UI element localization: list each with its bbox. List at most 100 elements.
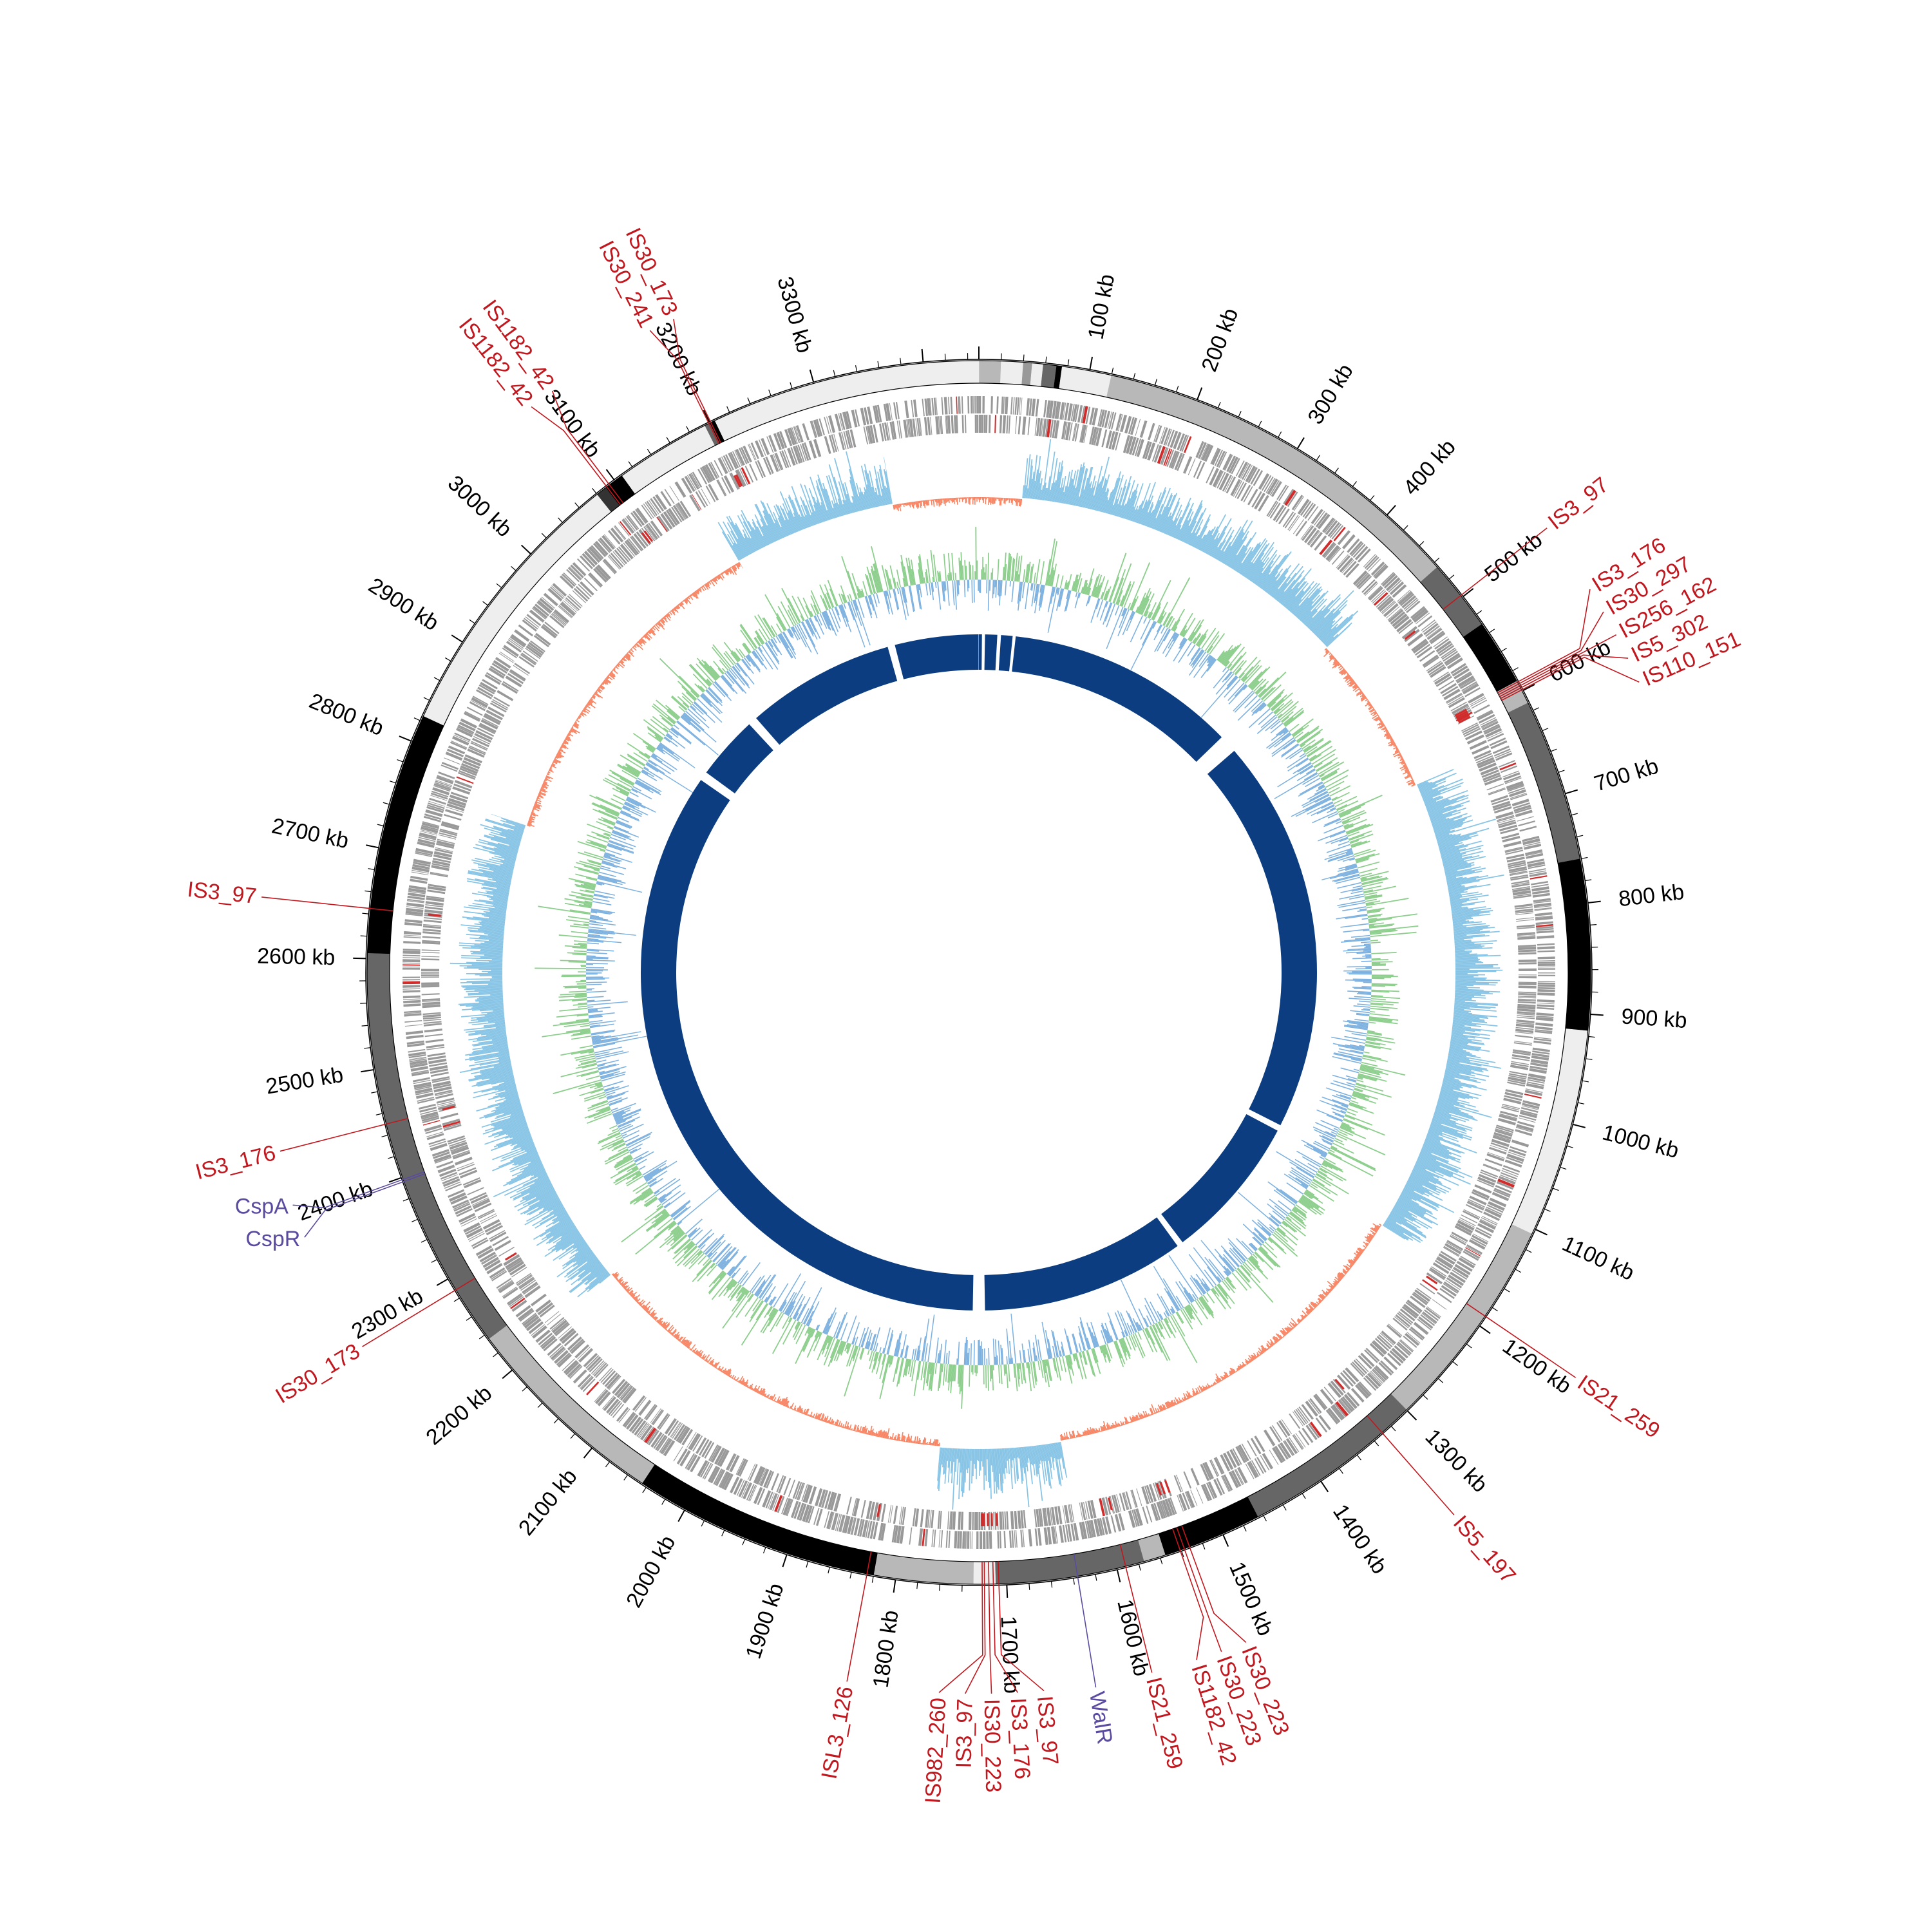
gc-skew-bar bbox=[986, 497, 987, 500]
gene-feature bbox=[1363, 1377, 1377, 1391]
gene-feature bbox=[1483, 1163, 1501, 1171]
gene-feature bbox=[1082, 406, 1088, 424]
minor-tick bbox=[1577, 835, 1584, 837]
gene-feature bbox=[460, 1216, 477, 1225]
gene-feature bbox=[531, 607, 546, 620]
minor-tick bbox=[1243, 1525, 1247, 1532]
gene-feature bbox=[428, 802, 445, 810]
gene-feature bbox=[718, 1471, 728, 1488]
gene-feature bbox=[997, 1531, 999, 1549]
gene-feature bbox=[1501, 765, 1518, 773]
gene-feature bbox=[464, 710, 481, 720]
gene-feature bbox=[536, 601, 551, 614]
gene-feature bbox=[674, 481, 687, 498]
gene-feature bbox=[1537, 992, 1555, 996]
gc-skew-bar bbox=[981, 497, 983, 500]
gene-feature bbox=[1370, 589, 1385, 603]
gene-feature bbox=[707, 1465, 718, 1482]
gene-feature bbox=[1333, 527, 1346, 542]
gene-feature bbox=[749, 1485, 757, 1502]
gene-feature bbox=[540, 1334, 554, 1348]
gene-feature bbox=[1179, 434, 1188, 451]
major-tick bbox=[1463, 588, 1474, 597]
gene-feature bbox=[920, 1509, 924, 1528]
gene-feature bbox=[983, 1531, 986, 1549]
gene-feature bbox=[1444, 1243, 1462, 1255]
gc-skew-bar bbox=[1007, 498, 1009, 500]
gene-feature bbox=[802, 1504, 810, 1522]
kb-label: 2900 kb bbox=[364, 573, 442, 636]
gene-feature bbox=[1508, 1148, 1526, 1157]
gene-feature bbox=[1459, 678, 1476, 690]
gene-feature bbox=[824, 417, 830, 434]
gene-feature bbox=[626, 515, 638, 531]
gene-feature bbox=[811, 421, 818, 438]
gene-feature bbox=[1511, 1057, 1530, 1061]
gene-feature bbox=[701, 466, 712, 483]
minor-tick bbox=[1370, 495, 1375, 501]
gene-feature bbox=[1518, 820, 1535, 827]
gene-feature bbox=[1506, 1153, 1524, 1162]
gene-feature bbox=[708, 462, 718, 479]
minor-tick bbox=[421, 1239, 428, 1243]
gene-feature bbox=[423, 815, 441, 822]
gene-feature bbox=[570, 564, 584, 578]
gene-feature bbox=[815, 1508, 823, 1526]
kb-label: 1800 kb bbox=[869, 1609, 904, 1689]
gc-skew-bar bbox=[491, 970, 503, 971]
gene-feature bbox=[669, 486, 679, 501]
gene-feature bbox=[1378, 1361, 1392, 1376]
gene-feature bbox=[1317, 513, 1331, 529]
gene-feature bbox=[426, 1133, 444, 1141]
gene-feature bbox=[1527, 1079, 1545, 1084]
gene-feature bbox=[802, 423, 810, 440]
gene-feature bbox=[568, 1365, 582, 1378]
gene-feature bbox=[1099, 409, 1105, 428]
gene-feature bbox=[1215, 1457, 1225, 1474]
gene-feature bbox=[411, 1070, 429, 1074]
gene-feature bbox=[1124, 415, 1132, 434]
gene-feature bbox=[402, 967, 421, 970]
gene-feature bbox=[582, 553, 596, 567]
gene-feature bbox=[1517, 1121, 1535, 1128]
gene-feature bbox=[1534, 908, 1552, 911]
minor-tick bbox=[726, 406, 730, 413]
gene-feature bbox=[419, 835, 437, 840]
gene-feature bbox=[402, 964, 421, 966]
gene-feature bbox=[1501, 1170, 1519, 1177]
gene-feature bbox=[876, 404, 882, 422]
gene-feature bbox=[1157, 1481, 1165, 1499]
gene-feature bbox=[690, 473, 701, 489]
gene-feature bbox=[922, 399, 925, 417]
gene-feature bbox=[1083, 1501, 1088, 1520]
gene-feature bbox=[1038, 418, 1043, 437]
gene-feature bbox=[1500, 828, 1519, 835]
gene-feature bbox=[1102, 1517, 1108, 1535]
gene-feature bbox=[1296, 1408, 1309, 1423]
gene-feature bbox=[1500, 1171, 1517, 1180]
gene-feature bbox=[525, 616, 540, 628]
gene-feature bbox=[996, 396, 999, 414]
gene-feature bbox=[662, 1439, 673, 1455]
gene-feature bbox=[1461, 1214, 1478, 1224]
gene-feature bbox=[1271, 1425, 1283, 1441]
gene-feature bbox=[1381, 601, 1396, 614]
gene-feature bbox=[1484, 1208, 1502, 1218]
gene-feature bbox=[1146, 1505, 1153, 1523]
gene-feature bbox=[1329, 524, 1342, 538]
gene-feature bbox=[1394, 1345, 1408, 1359]
gene-feature bbox=[1201, 443, 1211, 461]
gene-feature bbox=[639, 1425, 653, 1441]
gene-feature bbox=[1038, 1508, 1042, 1527]
minor-tick bbox=[1489, 629, 1495, 633]
kb-label: 1600 kb bbox=[1112, 1597, 1153, 1678]
gene-feature bbox=[1313, 1394, 1327, 1410]
gene-feature bbox=[1396, 619, 1412, 632]
gene-feature bbox=[417, 1098, 435, 1104]
gene-feature bbox=[1450, 701, 1467, 712]
gene-feature bbox=[1515, 1126, 1533, 1133]
gene-feature bbox=[456, 1208, 473, 1217]
gene-feature bbox=[1381, 573, 1396, 587]
gene-feature bbox=[494, 1240, 511, 1251]
gene-feature bbox=[697, 1460, 708, 1477]
